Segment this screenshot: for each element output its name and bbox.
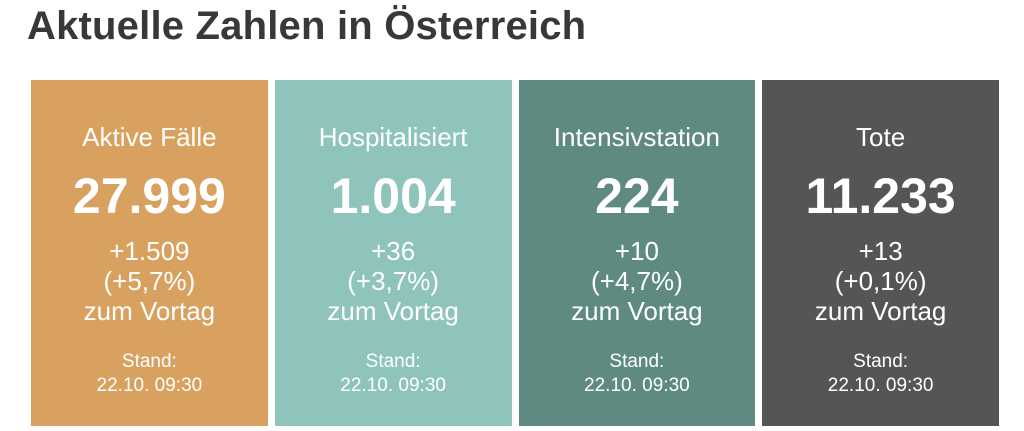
card-stand-label: Stand: [853,351,909,372]
card-stand-time: 22.10. 09:30 [96,375,203,396]
card-stand-time: 22.10. 09:30 [584,375,690,396]
card-stand: Stand: 22.10. 09:30 [519,350,756,398]
card-suffix: zum Vortag [571,296,703,326]
card-delta: +1.509 [109,236,190,266]
card-delta: +13 [858,236,903,266]
card-value: 224 [595,168,679,224]
card-stand: Stand: 22.10. 09:30 [31,350,268,398]
card-suffix: zum Vortag [327,296,459,326]
card-label: Hospitalisiert [318,122,468,152]
card-percent: (+4,7%) [590,266,683,296]
card-change: +36 (+3,7%) zum Vortag [275,236,512,326]
card-delta: +10 [614,236,659,266]
card-label: Aktive Fälle [82,122,217,152]
card-label: Intensivstation [553,122,720,152]
card-suffix: zum Vortag [814,296,947,326]
card-stand-label: Stand: [609,351,665,372]
card-percent: (+3,7%) [347,266,439,296]
card-stand-label: Stand: [365,351,421,372]
card-label: Tote [856,122,906,152]
card-deaths: Tote 11.233 +13 (+0,1%) zum Vortag Stand… [762,80,999,426]
card-hospitalized: Hospitalisiert 1.004 +36 (+3,7%) zum Vor… [274,80,512,426]
card-change: +1.509 (+5,7%) zum Vortag [31,236,268,326]
card-stand: Stand: 22.10. 09:30 [762,350,999,398]
card-intensive-care: Intensivstation 224 +10 (+4,7%) zum Vort… [518,80,756,426]
card-stand-label: Stand: [121,351,177,372]
card-value: 1.004 [330,168,456,224]
card-delta: +36 [371,236,416,266]
page-title: Aktuelle Zahlen in Österreich [27,4,587,48]
card-active-cases: Aktive Fälle 27.999 +1.509 (+5,7%) zum V… [31,80,268,426]
card-change: +13 (+0,1%) zum Vortag [762,236,999,326]
card-value: 27.999 [72,168,226,224]
card-stand-time: 22.10. 09:30 [340,375,446,396]
card-stand: Stand: 22.10. 09:30 [275,350,512,398]
card-stand-time: 22.10. 09:30 [827,375,934,396]
card-suffix: zum Vortag [83,296,216,326]
card-percent: (+5,7%) [103,266,196,296]
stats-cards: Aktive Fälle 27.999 +1.509 (+5,7%) zum V… [31,80,999,426]
card-percent: (+0,1%) [834,266,927,296]
card-value: 11.233 [805,168,956,224]
card-change: +10 (+4,7%) zum Vortag [519,236,756,326]
